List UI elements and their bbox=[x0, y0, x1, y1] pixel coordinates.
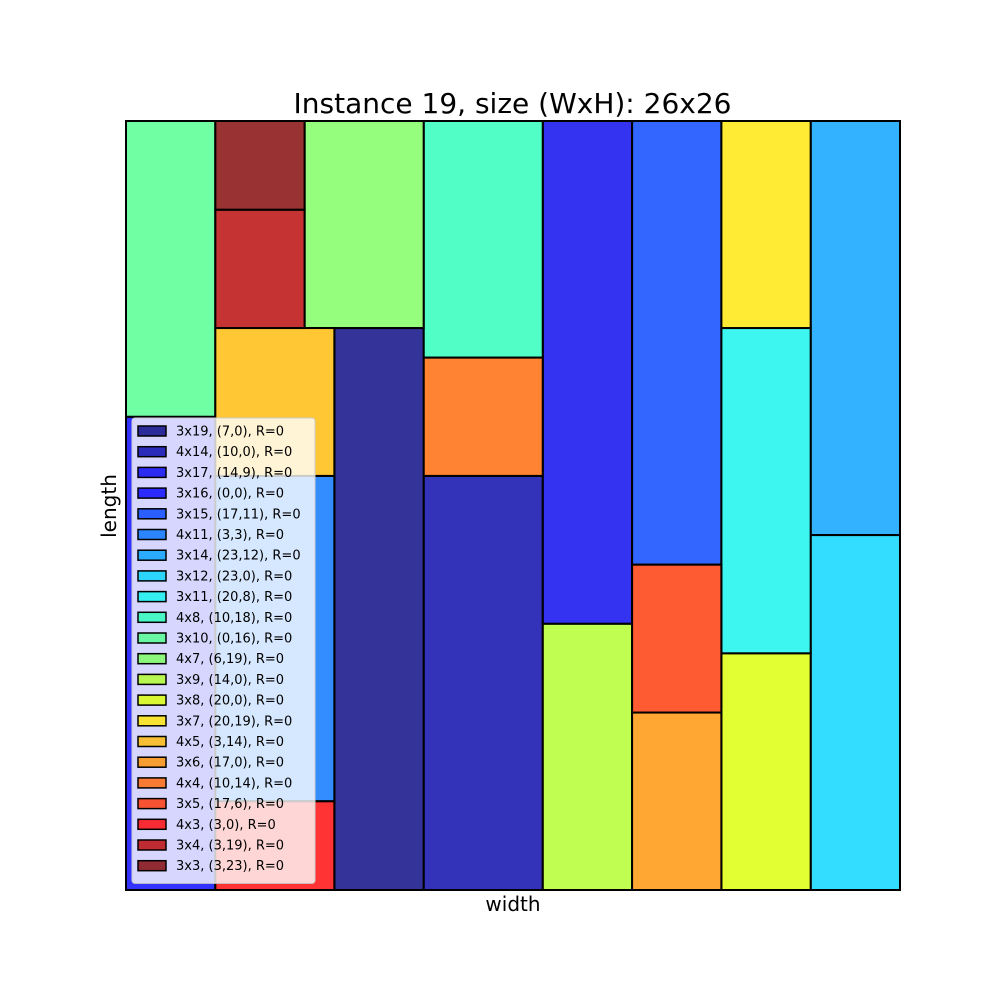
rectangle-2 bbox=[541, 120, 634, 625]
legend-swatch-14 bbox=[137, 715, 167, 727]
rectangle-11 bbox=[303, 120, 425, 330]
rectangle-18 bbox=[631, 563, 723, 714]
rectangle-8 bbox=[720, 327, 812, 655]
legend-swatch-12 bbox=[137, 673, 167, 686]
legend-label-11: 4x7, (6,19), R=0 bbox=[176, 652, 284, 667]
legend-label-9: 4x8, (10,18), R=0 bbox=[176, 611, 292, 626]
rectangle-20 bbox=[214, 208, 306, 330]
legend-swatch-6 bbox=[137, 549, 167, 561]
rectangle-17 bbox=[422, 356, 544, 477]
legend-label-0: 3x19, (7,0), R=0 bbox=[176, 425, 284, 440]
legend-swatch-7 bbox=[137, 570, 167, 582]
legend-label-6: 3x14, (23,12), R=0 bbox=[176, 549, 301, 564]
legend-box bbox=[131, 417, 316, 884]
legend-label-12: 3x9, (14,0), R=0 bbox=[176, 673, 284, 688]
legend-label-13: 3x8, (20,0), R=0 bbox=[176, 694, 284, 709]
legend-swatch-5 bbox=[137, 528, 167, 541]
rectangle-7 bbox=[809, 534, 902, 891]
legend-swatch-17 bbox=[137, 777, 167, 789]
rectangle-9 bbox=[422, 120, 544, 359]
legend-swatch-20 bbox=[137, 839, 167, 851]
legend-label-2: 3x17, (14,9), R=0 bbox=[176, 466, 292, 481]
legend-label-19: 4x3, (3,0), R=0 bbox=[176, 818, 276, 833]
packed-rectangles bbox=[125, 120, 902, 892]
rectangle-1 bbox=[422, 474, 544, 891]
rectangle-4 bbox=[631, 120, 723, 566]
y-axis-label: length bbox=[97, 474, 121, 538]
rectangle-0 bbox=[333, 327, 425, 891]
legend-swatch-15 bbox=[137, 735, 167, 748]
legend-swatch-0 bbox=[137, 425, 167, 437]
rectangle-13 bbox=[720, 652, 812, 892]
legend-label-3: 3x16, (0,0), R=0 bbox=[176, 487, 284, 502]
legend-label-10: 3x10, (0,16), R=0 bbox=[176, 632, 292, 647]
legend-swatch-16 bbox=[137, 756, 167, 768]
legend-swatch-13 bbox=[137, 694, 167, 706]
rectangle-12 bbox=[541, 622, 634, 891]
rectangle-14 bbox=[720, 120, 812, 330]
legend-swatch-4 bbox=[137, 508, 167, 520]
rectangle-10 bbox=[125, 120, 217, 418]
legend: 3x19, (7,0), R=0 4x14, (10,0), R=0 3x17, (… bbox=[131, 417, 316, 884]
legend-label-17: 4x4, (10,14), R=0 bbox=[176, 776, 292, 791]
legend-label-4: 3x15, (17,11), R=0 bbox=[176, 507, 301, 522]
legend-swatch-8 bbox=[137, 590, 167, 603]
legend-label-20: 3x4, (3,19), R=0 bbox=[176, 839, 284, 854]
legend-swatch-18 bbox=[137, 797, 167, 810]
legend-swatch-10 bbox=[137, 632, 167, 644]
legend-swatch-1 bbox=[137, 445, 167, 458]
legend-label-5: 4x11, (3,3), R=0 bbox=[176, 528, 284, 543]
legend-label-7: 3x12, (23,0), R=0 bbox=[176, 569, 292, 584]
legend-label-14: 3x7, (20,19), R=0 bbox=[176, 714, 292, 729]
rectangle-6 bbox=[809, 120, 902, 537]
legend-swatch-19 bbox=[137, 818, 167, 831]
legend-label-18: 3x5, (17,6), R=0 bbox=[176, 797, 284, 812]
axes-frame bbox=[125, 120, 901, 891]
legend-swatch-3 bbox=[137, 487, 167, 499]
legend-label-1: 4x14, (10,0), R=0 bbox=[176, 445, 292, 460]
legend-swatch-11 bbox=[137, 652, 167, 665]
rectangle-16 bbox=[631, 711, 723, 891]
rectangle-21 bbox=[214, 120, 306, 211]
x-axis-label: width bbox=[485, 892, 540, 916]
legend-label-16: 3x6, (17,0), R=0 bbox=[176, 756, 284, 771]
legend-label-15: 4x5, (3,14), R=0 bbox=[176, 735, 284, 750]
legend-swatch-2 bbox=[137, 466, 167, 479]
legend-swatch-9 bbox=[137, 611, 167, 624]
legend-label-8: 3x11, (20,8), R=0 bbox=[176, 590, 292, 605]
legend-swatch-21 bbox=[137, 859, 167, 872]
legend-label-21: 3x3, (3,23), R=0 bbox=[176, 859, 284, 874]
chart-title: Instance 19, size (WxH): 26x26 bbox=[294, 87, 732, 120]
